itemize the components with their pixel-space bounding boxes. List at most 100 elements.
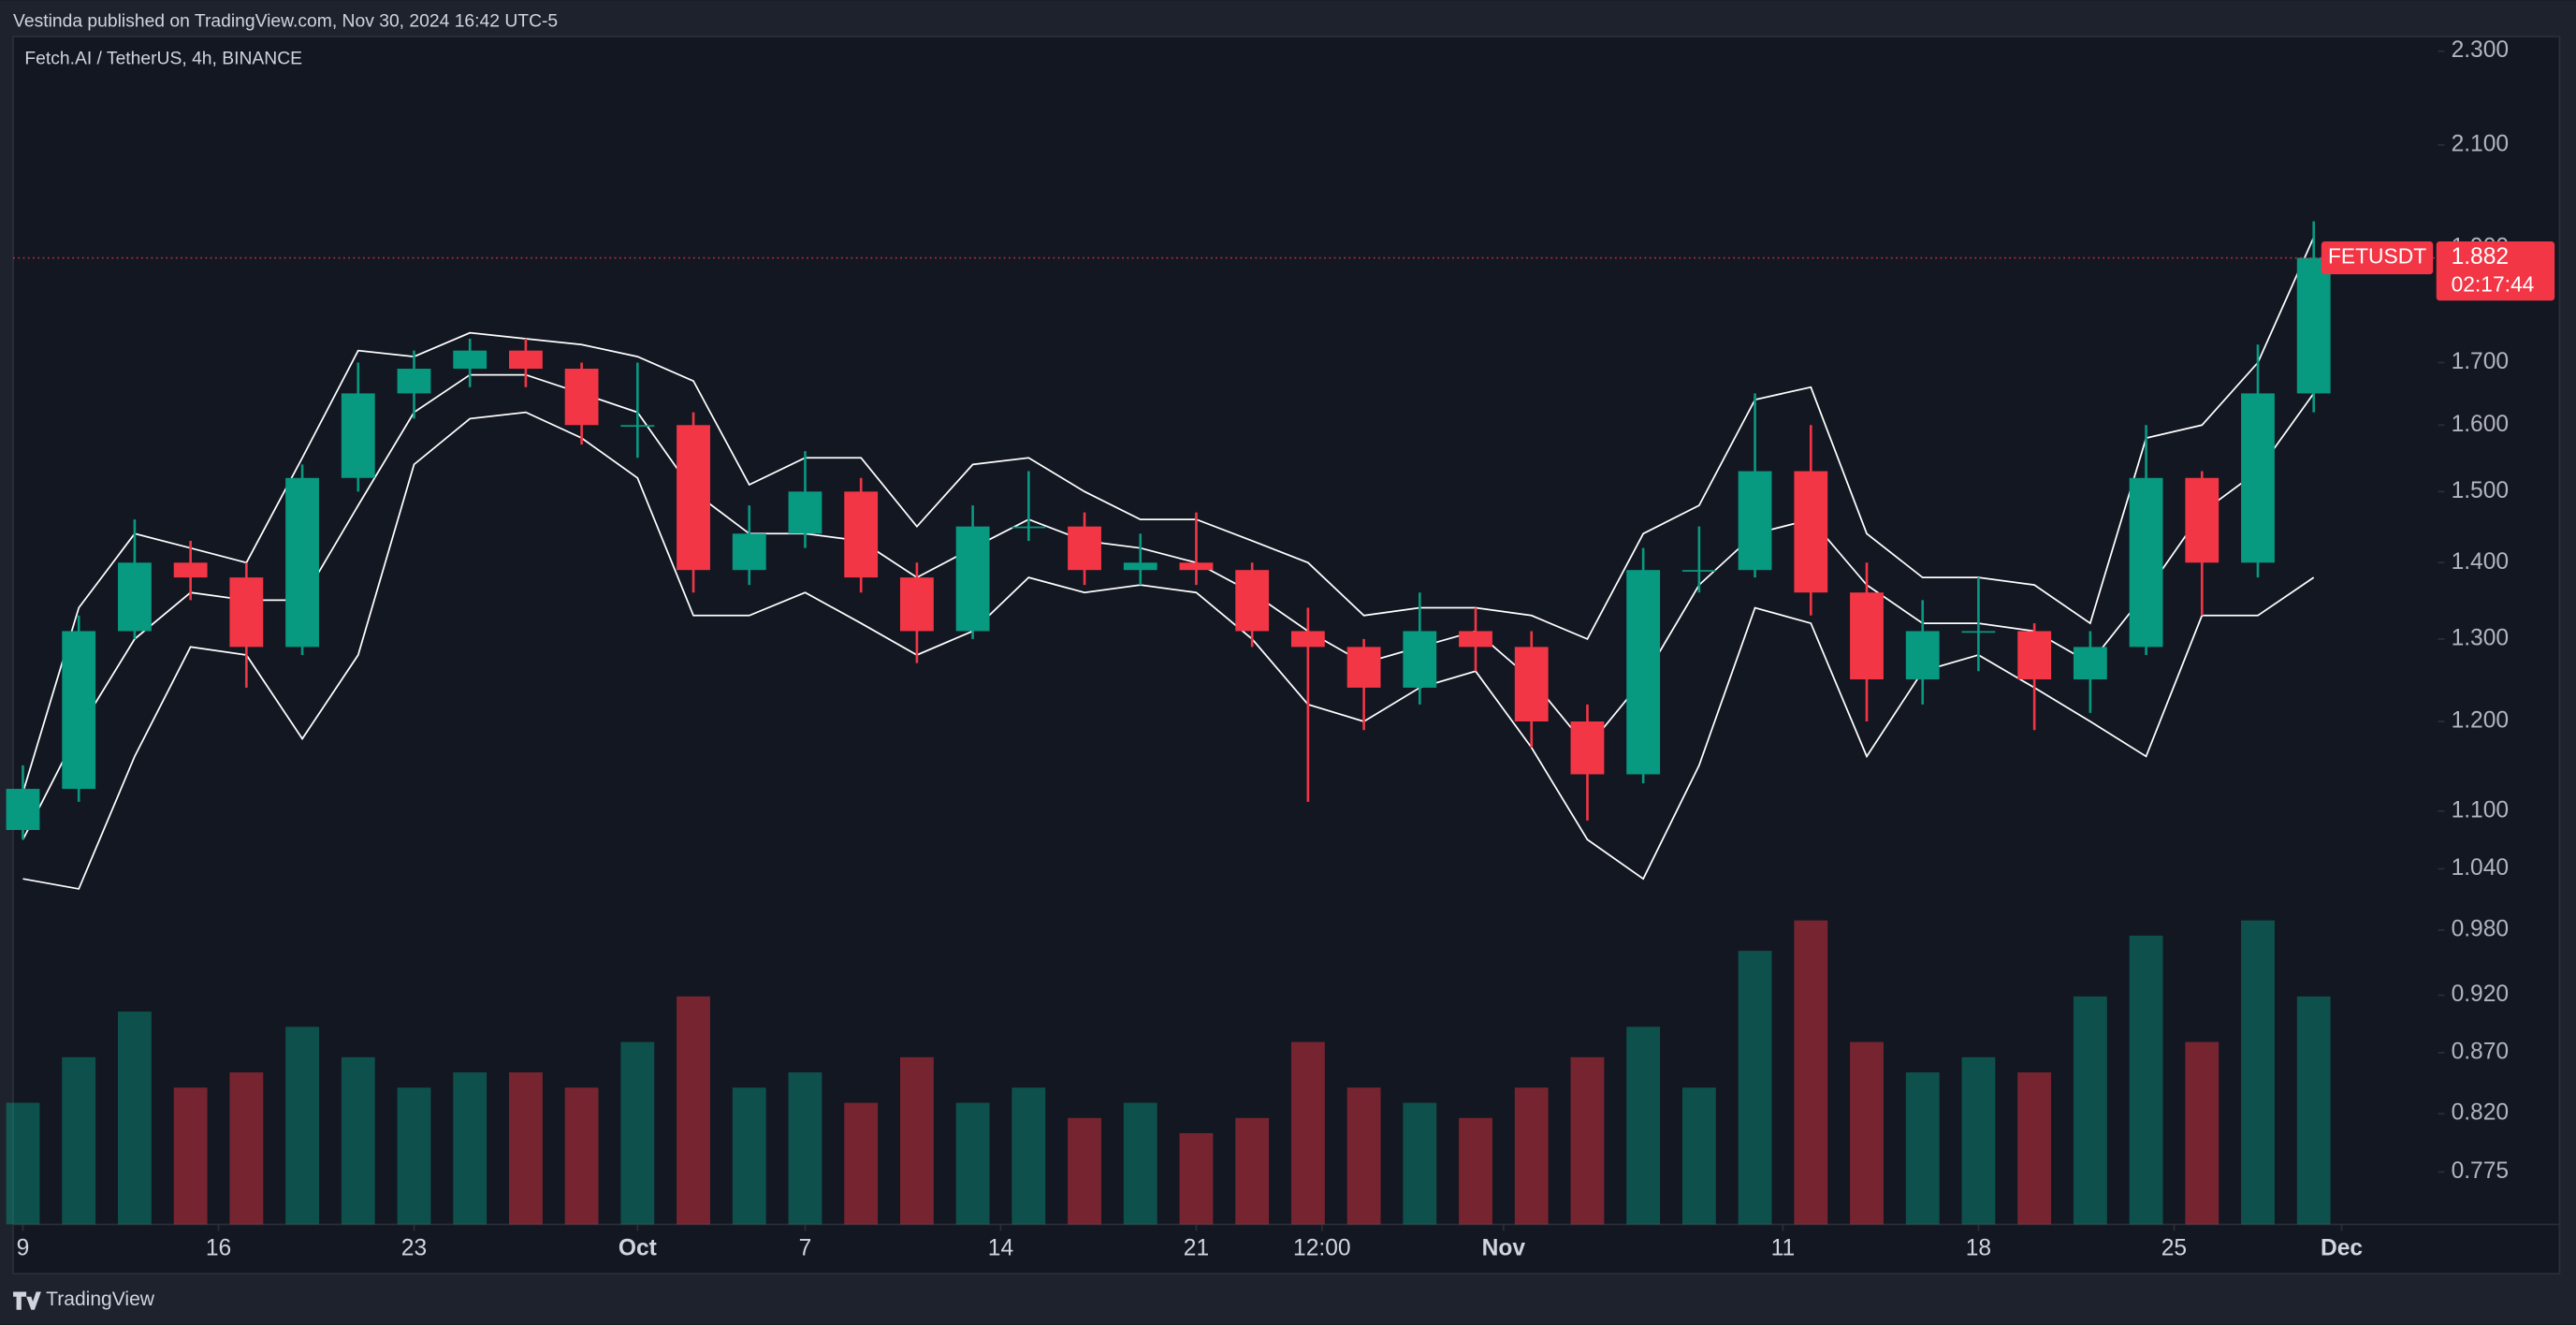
candle-body — [1850, 592, 1884, 680]
x-tick-label: Nov — [1482, 1235, 1526, 1260]
volume-bar — [173, 1087, 208, 1225]
candle-body — [1905, 631, 1940, 680]
x-tick-label: Oct — [619, 1235, 657, 1260]
volume-bar — [677, 996, 710, 1225]
candle-body — [6, 789, 40, 831]
candle-body — [229, 577, 264, 648]
candle-body — [1626, 570, 1661, 775]
x-tick-label: 23 — [401, 1235, 427, 1260]
candle-body — [677, 425, 710, 571]
candle-body — [620, 425, 655, 428]
candle-body — [508, 350, 543, 370]
volume-bar — [1905, 1072, 1940, 1225]
bollinger-upper — [22, 237, 2315, 794]
volume-bar — [1179, 1133, 1214, 1225]
candle-body — [899, 577, 934, 632]
candle-body — [2185, 477, 2219, 563]
y-tick-label: 1.500 — [2452, 478, 2510, 503]
volume-bar — [508, 1072, 543, 1225]
y-tick-label: 0.980 — [2452, 916, 2510, 941]
volume-bar — [2241, 920, 2275, 1225]
y-tick-label: 1.400 — [2452, 549, 2510, 575]
y-tick-label: 1.300 — [2452, 625, 2510, 650]
volume-bar — [62, 1056, 96, 1225]
volume-bar — [1290, 1041, 1325, 1225]
volume-bar — [2129, 935, 2163, 1225]
volume-bar — [453, 1072, 488, 1225]
volume-bar — [1123, 1102, 1157, 1225]
volume-bar — [1514, 1087, 1549, 1225]
candle-body — [1011, 526, 1046, 529]
volume-bar — [564, 1087, 599, 1225]
plot-area — [12, 36, 2561, 1275]
volume-bar — [955, 1102, 990, 1225]
candle-body — [1068, 526, 1101, 571]
candle-body — [1290, 631, 1325, 648]
y-tick-label: 1.100 — [2452, 797, 2510, 823]
candle-body — [1681, 570, 1716, 572]
volume-bar — [1235, 1117, 1270, 1225]
volume-bar — [1570, 1056, 1605, 1225]
candle-body — [173, 562, 208, 578]
x-tick-label: Dec — [2321, 1235, 2363, 1260]
price-tag-countdown: 02:17:44 — [2452, 271, 2535, 296]
candle-body — [2296, 257, 2331, 394]
candle-body — [118, 562, 152, 632]
volume-bar — [1738, 951, 1772, 1225]
volume-bar — [788, 1072, 822, 1225]
x-tick-label: 12:00 — [1293, 1235, 1351, 1260]
symbol-tag-label: FETUSDT — [2328, 244, 2426, 269]
y-tick-label: 0.870 — [2452, 1040, 2510, 1065]
volume-bar — [118, 1012, 152, 1225]
candle-body — [1179, 562, 1214, 571]
candle-body — [341, 393, 375, 478]
bollinger-basis — [22, 373, 2315, 840]
volume-bar — [2296, 996, 2331, 1225]
x-tick-label: 25 — [2161, 1235, 2187, 1260]
y-tick-label: 2.300 — [2452, 37, 2510, 63]
volume-bar — [899, 1056, 934, 1225]
candle-body — [2129, 477, 2163, 648]
publisher-line: Vestinda published on TradingView.com, N… — [13, 11, 558, 31]
volume-bar — [620, 1041, 655, 1225]
candle-body — [1514, 647, 1549, 722]
footer-brand[interactable]: TradingView — [46, 1289, 155, 1310]
volume-bar — [844, 1102, 879, 1225]
volume-bar — [1068, 1117, 1101, 1225]
candle-body — [2017, 631, 2052, 680]
volume-bar — [2185, 1041, 2219, 1225]
chart-title: Fetch.AI / TetherUS, 4h, BINANCE — [24, 50, 302, 69]
candle-body — [1459, 631, 1492, 648]
volume-bar — [1626, 1027, 1661, 1225]
candle-body — [1346, 647, 1381, 688]
candle-body — [453, 350, 488, 370]
volume-bar — [1794, 920, 1828, 1225]
volume-bar — [732, 1087, 766, 1225]
candle-body — [1738, 471, 1772, 571]
volume-bar — [1850, 1041, 1884, 1225]
volume-bar — [6, 1102, 40, 1225]
candle-body — [397, 369, 431, 394]
x-tick-label: 9 — [17, 1235, 30, 1260]
price-tag-value: 1.882 — [2452, 244, 2510, 269]
x-tick-label: 21 — [1184, 1235, 1209, 1260]
candle-body — [1403, 631, 1437, 688]
y-tick-label: 1.600 — [2452, 412, 2510, 437]
volume-bar — [2017, 1072, 2052, 1225]
candle-body — [1570, 721, 1605, 775]
volume-bar — [1011, 1087, 1046, 1225]
candle-body — [732, 533, 766, 571]
candle-body — [62, 631, 96, 790]
x-tick-label: 7 — [799, 1235, 812, 1260]
candle-body — [2241, 393, 2275, 563]
candle-body — [1123, 562, 1157, 571]
x-tick-label: 18 — [1966, 1235, 1991, 1260]
symbol-tag — [2321, 241, 2434, 275]
volume-bar — [1459, 1117, 1492, 1225]
y-tick-label: 0.775 — [2452, 1158, 2510, 1184]
volume-bar — [1403, 1102, 1437, 1225]
candle-body — [2073, 647, 2107, 680]
y-tick-label: 1.200 — [2452, 708, 2510, 734]
volume-bar — [1961, 1056, 1996, 1225]
